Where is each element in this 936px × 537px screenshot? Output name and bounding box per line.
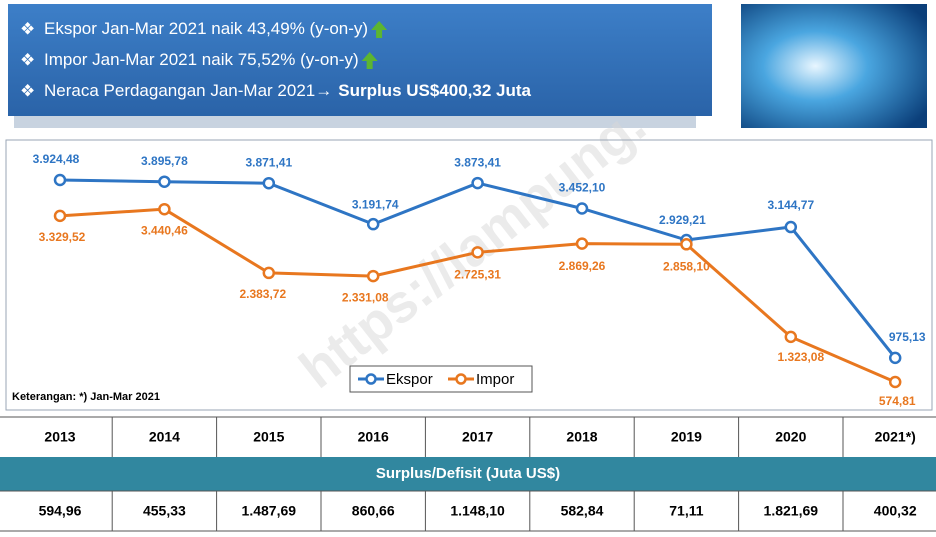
year-label: 2015 bbox=[253, 429, 284, 445]
data-label: 975,13 bbox=[889, 330, 926, 344]
data-label: 1.323,08 bbox=[777, 350, 824, 364]
surplus-value: 455,33 bbox=[143, 503, 186, 519]
data-label: 2.725,31 bbox=[454, 267, 501, 281]
surplus-value: 594,96 bbox=[39, 503, 82, 519]
bullet: ❖ bbox=[20, 50, 35, 69]
surplus-value: 582,84 bbox=[561, 503, 604, 519]
year-label: 2013 bbox=[44, 429, 75, 445]
data-label: 3.452,10 bbox=[559, 181, 606, 195]
surplus-value: 860,66 bbox=[352, 503, 395, 519]
point bbox=[158, 175, 171, 188]
year-label: 2016 bbox=[358, 429, 389, 445]
data-label: 2.858,10 bbox=[663, 259, 710, 273]
bullet: ❖ bbox=[20, 19, 35, 38]
legend-label: Ekspor bbox=[386, 371, 433, 388]
data-label: 2.383,72 bbox=[239, 287, 286, 301]
legend-marker bbox=[455, 373, 467, 385]
point bbox=[366, 269, 380, 283]
point bbox=[784, 220, 798, 234]
point bbox=[784, 330, 798, 344]
header-item: Impor Jan-Mar 2021 naik 75,52% (y-on-y) bbox=[44, 50, 359, 69]
header-items: ❖ Ekspor Jan-Mar 2021 naik 43,49% (y-on-y… bbox=[20, 19, 532, 100]
point bbox=[471, 246, 484, 259]
point bbox=[262, 266, 276, 280]
header-item: Ekspor Jan-Mar 2021 naik 43,49% (y-on-y) bbox=[44, 19, 368, 38]
header-text: Neraca Perdagangan Jan-Mar 2021→ bbox=[44, 81, 332, 100]
point bbox=[575, 202, 589, 215]
header-box bbox=[8, 4, 712, 116]
header-text: Impor Jan-Mar 2021 naik 75,52% (y-on-y) bbox=[44, 50, 359, 69]
surplus-value: 1.821,69 bbox=[764, 503, 819, 519]
point bbox=[53, 209, 67, 223]
point bbox=[366, 217, 380, 231]
data-label: 3.191,74 bbox=[352, 197, 399, 211]
point bbox=[471, 176, 484, 190]
point bbox=[53, 173, 67, 187]
globe-image bbox=[741, 4, 927, 128]
table-title-row bbox=[0, 457, 936, 491]
data-label: 574,81 bbox=[879, 394, 916, 408]
year-label: 2014 bbox=[149, 429, 180, 445]
data-label: 3.329,52 bbox=[39, 230, 86, 244]
header-text: Ekspor Jan-Mar 2021 naik 43,49% (y-on-y) bbox=[44, 19, 368, 38]
data-label: 3.440,46 bbox=[141, 223, 188, 237]
year-label: 2017 bbox=[462, 429, 493, 445]
note: Keterangan: *) Jan-Mar 2021 bbox=[12, 391, 160, 403]
up-arrow bbox=[371, 21, 388, 38]
data-label: 2.929,21 bbox=[659, 213, 706, 227]
year-row bbox=[0, 417, 936, 457]
year-label: 2020 bbox=[775, 429, 806, 445]
point bbox=[680, 238, 693, 251]
data-label: 2.331,08 bbox=[342, 290, 389, 304]
data-label: 2.869,26 bbox=[559, 259, 606, 273]
surplus-value: 71,11 bbox=[669, 503, 703, 519]
point bbox=[158, 202, 171, 216]
point bbox=[575, 237, 589, 250]
data-label: 3.924,48 bbox=[33, 152, 80, 166]
data-label: 3.895,78 bbox=[141, 154, 188, 168]
legend-marker bbox=[365, 373, 377, 385]
year-label: 2018 bbox=[566, 429, 597, 445]
year-label: 2021*) bbox=[875, 429, 916, 445]
point bbox=[262, 176, 276, 190]
surplus-value: 1.148,10 bbox=[450, 503, 505, 519]
table-title: Surplus/Defisit (Juta US$) bbox=[376, 465, 560, 482]
data-label: 3.873,41 bbox=[454, 155, 501, 169]
data-label: 3.871,41 bbox=[245, 155, 292, 169]
header-bold: Surplus US$400,32 Juta bbox=[338, 81, 531, 100]
surplus-value: 1.487,69 bbox=[242, 503, 297, 519]
up-arrow bbox=[361, 52, 378, 69]
surplus-value: 400,32 bbox=[874, 503, 917, 519]
point bbox=[888, 351, 902, 365]
plot-frame bbox=[5, 139, 933, 411]
bullet: ❖ bbox=[20, 81, 35, 100]
data-label: 3.144,77 bbox=[767, 198, 814, 212]
legend-label: Impor bbox=[476, 371, 514, 388]
year-label: 2019 bbox=[671, 429, 702, 445]
header-item: Neraca Perdagangan Jan-Mar 2021→ Surplus … bbox=[44, 81, 532, 100]
point bbox=[888, 375, 902, 389]
